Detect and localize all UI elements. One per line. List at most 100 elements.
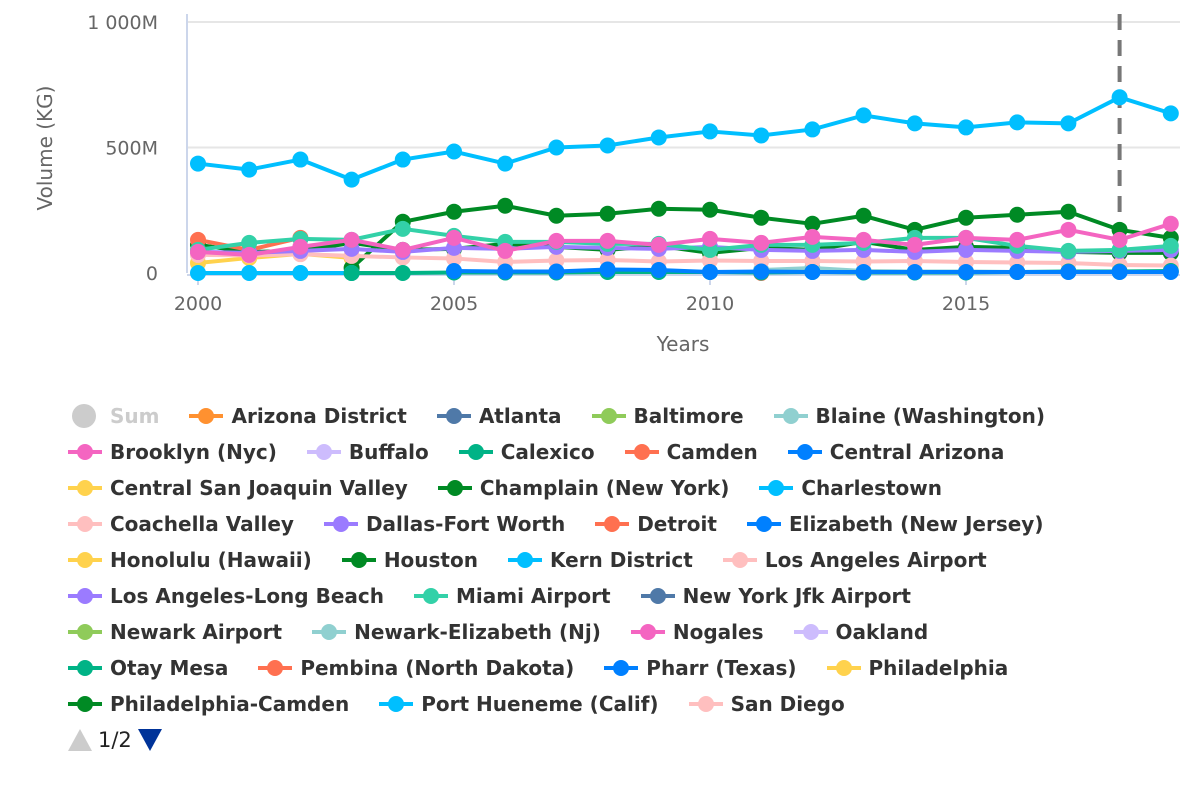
data-point[interactable]: [548, 252, 565, 269]
data-point[interactable]: [855, 263, 872, 280]
legend-item[interactable]: Otay Mesa: [68, 656, 228, 680]
data-point[interactable]: [241, 161, 258, 178]
data-point[interactable]: [241, 234, 258, 251]
legend-item[interactable]: Philadelphia: [826, 656, 1008, 680]
data-point[interactable]: [394, 220, 411, 237]
legend-item[interactable]: Central San Joaquin Valley: [68, 476, 408, 500]
data-point[interactable]: [1009, 263, 1026, 280]
data-point[interactable]: [702, 241, 718, 258]
data-point[interactable]: [548, 263, 565, 280]
legend-item[interactable]: Port Hueneme (Calif): [379, 692, 659, 716]
legend-item[interactable]: Detroit: [595, 512, 717, 536]
legend-item[interactable]: Baltimore: [591, 404, 744, 428]
data-point[interactable]: [241, 246, 258, 263]
series-nogales[interactable]: [190, 215, 1179, 263]
legend-prev-arrow-icon[interactable]: [68, 729, 92, 751]
legend-item[interactable]: Pembina (North Dakota): [258, 656, 574, 680]
data-point[interactable]: [753, 127, 770, 144]
data-point[interactable]: [548, 207, 565, 224]
data-point[interactable]: [702, 263, 718, 280]
data-point[interactable]: [1111, 89, 1128, 106]
legend-item[interactable]: Kern District: [507, 548, 693, 572]
data-point[interactable]: [906, 115, 923, 132]
data-point[interactable]: [292, 265, 309, 281]
data-point[interactable]: [804, 263, 821, 280]
data-point[interactable]: [804, 228, 821, 245]
data-point[interactable]: [343, 265, 360, 281]
legend-item[interactable]: Charlestown: [759, 476, 942, 500]
legend-item[interactable]: Sum: [68, 404, 159, 428]
series-port-hueneme-calif-[interactable]: [190, 89, 1179, 188]
data-point[interactable]: [702, 201, 718, 218]
data-point[interactable]: [241, 265, 258, 281]
legend-item[interactable]: Pharr (Texas): [604, 656, 797, 680]
data-point[interactable]: [1009, 206, 1026, 223]
data-point[interactable]: [548, 232, 565, 249]
data-point[interactable]: [650, 129, 667, 146]
data-point[interactable]: [343, 171, 360, 188]
data-point[interactable]: [650, 236, 667, 253]
legend-item[interactable]: Houston: [341, 548, 478, 572]
legend-item[interactable]: Calexico: [458, 440, 595, 464]
legend-item[interactable]: Philadelphia-Camden: [68, 692, 349, 716]
legend-item[interactable]: Miami Airport: [413, 584, 611, 608]
legend-item[interactable]: Honolulu (Hawaii): [68, 548, 312, 572]
data-point[interactable]: [1060, 203, 1077, 220]
data-point[interactable]: [599, 205, 616, 222]
data-point[interactable]: [1111, 263, 1128, 280]
legend-item[interactable]: New York Jfk Airport: [640, 584, 911, 608]
data-point[interactable]: [497, 197, 514, 214]
data-point[interactable]: [394, 241, 411, 258]
data-point[interactable]: [1060, 221, 1077, 238]
legend-item[interactable]: Brooklyn (Nyc): [68, 440, 277, 464]
legend-item[interactable]: Blaine (Washington): [773, 404, 1045, 428]
data-point[interactable]: [906, 236, 923, 253]
data-point[interactable]: [446, 229, 462, 246]
data-point[interactable]: [1162, 263, 1179, 280]
legend-item[interactable]: San Diego: [688, 692, 845, 716]
data-point[interactable]: [855, 231, 872, 248]
data-point[interactable]: [958, 263, 974, 280]
data-point[interactable]: [497, 263, 514, 280]
legend-item[interactable]: Camden: [624, 440, 758, 464]
data-point[interactable]: [497, 242, 514, 259]
series-kern-district[interactable]: [190, 265, 360, 281]
data-point[interactable]: [343, 231, 360, 248]
data-point[interactable]: [650, 261, 667, 278]
legend-next-arrow-icon[interactable]: [137, 729, 162, 751]
data-point[interactable]: [1162, 105, 1179, 122]
data-point[interactable]: [855, 207, 872, 224]
data-point[interactable]: [855, 107, 872, 124]
legend-item[interactable]: Los Angeles Airport: [722, 548, 987, 572]
data-point[interactable]: [1009, 114, 1026, 131]
data-point[interactable]: [958, 241, 974, 258]
data-point[interactable]: [599, 232, 616, 249]
data-point[interactable]: [446, 143, 462, 160]
legend-item[interactable]: Atlanta: [436, 404, 562, 428]
data-point[interactable]: [446, 262, 462, 279]
data-point[interactable]: [599, 261, 616, 278]
series-pharr-texas-[interactable]: [446, 261, 1179, 280]
data-point[interactable]: [1060, 263, 1077, 280]
data-point[interactable]: [958, 209, 974, 226]
legend-item[interactable]: Newark Airport: [68, 620, 282, 644]
data-point[interactable]: [497, 155, 514, 172]
data-point[interactable]: [446, 203, 462, 220]
data-point[interactable]: [958, 119, 974, 136]
data-point[interactable]: [190, 155, 206, 172]
legend-item[interactable]: Newark-Elizabeth (Nj): [312, 620, 601, 644]
data-point[interactable]: [753, 263, 770, 280]
data-point[interactable]: [753, 209, 770, 226]
legend-item[interactable]: Champlain (New York): [437, 476, 729, 500]
data-point[interactable]: [394, 151, 411, 168]
legend-item[interactable]: Oakland: [793, 620, 928, 644]
data-point[interactable]: [1111, 231, 1128, 248]
data-point[interactable]: [1162, 215, 1179, 232]
legend-item[interactable]: Los Angeles-Long Beach: [68, 584, 384, 608]
legend-item[interactable]: Dallas-Fort Worth: [323, 512, 565, 536]
data-point[interactable]: [394, 265, 411, 281]
data-point[interactable]: [804, 121, 821, 138]
data-point[interactable]: [702, 123, 718, 140]
data-point[interactable]: [804, 215, 821, 232]
legend-item[interactable]: Buffalo: [306, 440, 429, 464]
